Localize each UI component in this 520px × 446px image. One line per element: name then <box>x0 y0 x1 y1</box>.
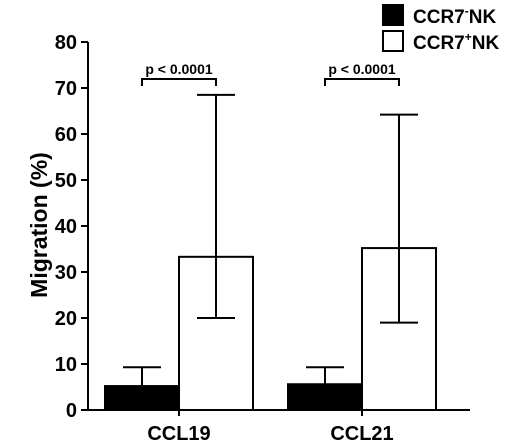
y-tick-label: 30 <box>55 262 77 284</box>
y-tick-label: 0 <box>66 400 77 422</box>
y-tick-label: 50 <box>55 170 77 192</box>
bar <box>104 385 180 411</box>
legend-swatch <box>382 30 404 52</box>
significance-label: p < 0.0001 <box>145 61 213 77</box>
y-tick-label: 20 <box>55 308 77 330</box>
category-label: CCL21 <box>330 423 393 445</box>
significance-bracket <box>324 78 400 86</box>
legend-swatch <box>382 4 404 26</box>
bars: p < 0.0001 p < 0.0001 <box>104 61 437 411</box>
axes: 0 10 20 30 40 50 60 70 80 CCL19 CCL21 <box>55 32 470 445</box>
y-tick-label: 40 <box>55 216 77 238</box>
significance-bracket <box>141 78 217 86</box>
y-tick-label: 70 <box>55 78 77 100</box>
y-axis-label: Migration (%) <box>26 152 52 298</box>
category-label: CCL19 <box>147 423 210 445</box>
legend-label: CCR7-NK <box>413 4 496 28</box>
y-tick-label: 60 <box>55 124 77 146</box>
bar <box>287 383 363 411</box>
y-tick-label: 10 <box>55 354 77 376</box>
significance-label: p < 0.0001 <box>328 61 396 77</box>
legend-label: CCR7+NK <box>413 30 499 54</box>
y-tick-label: 80 <box>55 32 77 54</box>
